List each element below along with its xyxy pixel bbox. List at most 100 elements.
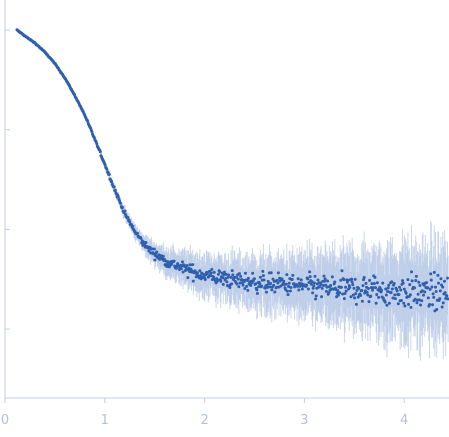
data-point <box>383 300 387 304</box>
x-tick-label: 4 <box>400 413 408 428</box>
data-point <box>319 282 323 286</box>
data-point <box>339 278 343 282</box>
data-point <box>348 285 352 289</box>
data-point <box>188 263 192 267</box>
data-point <box>209 271 213 275</box>
data-point <box>374 301 378 305</box>
data-point <box>306 277 310 281</box>
data-point <box>230 269 234 273</box>
data-point <box>113 188 117 192</box>
data-point <box>311 291 315 295</box>
data-point <box>371 288 375 292</box>
data-point <box>341 292 345 296</box>
data-point <box>326 279 330 283</box>
data-point <box>235 282 239 286</box>
data-point <box>423 290 427 294</box>
data-point <box>391 296 395 300</box>
data-point <box>372 281 376 285</box>
data-point <box>368 278 372 282</box>
data-point <box>299 278 303 282</box>
data-point <box>323 277 327 281</box>
data-point <box>269 281 273 285</box>
data-point <box>426 286 430 290</box>
data-point <box>436 273 440 277</box>
data-point <box>307 281 311 285</box>
data-point <box>224 277 228 281</box>
data-point <box>414 278 418 282</box>
data-point <box>309 282 313 286</box>
data-point <box>287 285 291 289</box>
data-point <box>287 281 291 285</box>
data-point <box>366 287 370 291</box>
data-point <box>385 303 389 307</box>
data-point <box>410 270 414 274</box>
data-point <box>387 301 391 305</box>
data-point <box>404 291 408 295</box>
data-point <box>370 282 374 286</box>
data-point <box>419 303 423 307</box>
data-point <box>373 275 377 279</box>
data-point <box>377 295 381 299</box>
data-point <box>243 286 247 290</box>
data-point <box>387 283 391 287</box>
data-point <box>389 291 393 295</box>
data-point <box>271 277 275 281</box>
data-point <box>446 297 449 301</box>
data-point <box>272 283 276 287</box>
data-point <box>313 274 317 278</box>
data-point <box>354 292 358 296</box>
data-point <box>210 278 214 282</box>
data-point <box>290 277 294 281</box>
data-point <box>254 282 258 286</box>
data-point <box>316 278 320 282</box>
data-point <box>355 288 359 292</box>
data-point <box>212 270 216 274</box>
data-point <box>308 275 312 279</box>
data-point <box>357 286 361 290</box>
data-point <box>262 278 266 282</box>
data-point <box>402 301 406 305</box>
data-point <box>352 286 356 290</box>
data-point <box>251 271 255 275</box>
data-point <box>203 277 207 281</box>
y-ticks <box>5 29 10 330</box>
data-point <box>311 286 315 290</box>
data-point <box>266 285 270 289</box>
data-point <box>446 276 449 280</box>
data-point <box>284 282 288 286</box>
data-point <box>375 292 379 296</box>
data-point <box>305 283 309 287</box>
data-point <box>325 285 329 289</box>
data-point <box>356 295 360 299</box>
data-point <box>280 277 284 281</box>
data-point <box>245 284 249 288</box>
data-point <box>275 285 279 289</box>
data-point <box>322 274 326 278</box>
data-point <box>236 277 240 281</box>
data-point <box>296 277 300 281</box>
data-point <box>180 260 184 264</box>
data-point <box>286 293 290 297</box>
data-point <box>362 275 366 279</box>
data-point <box>408 293 412 297</box>
data-point <box>371 286 375 290</box>
data-point <box>186 276 190 280</box>
data-point <box>312 284 316 288</box>
data-point <box>350 280 354 284</box>
data-point <box>340 269 344 273</box>
data-point <box>363 291 367 295</box>
data-point <box>333 280 337 284</box>
data-point <box>221 282 225 286</box>
data-point <box>261 274 265 278</box>
x-tick-label: 0 <box>1 413 9 428</box>
data-point <box>393 297 397 301</box>
data-point <box>439 277 443 281</box>
data-point <box>123 209 127 213</box>
data-point <box>285 273 289 277</box>
data-point <box>224 272 228 276</box>
data-point <box>126 216 130 220</box>
data-point <box>375 281 379 285</box>
data-point <box>216 272 220 276</box>
data-point <box>144 240 148 244</box>
data-point <box>398 285 402 289</box>
